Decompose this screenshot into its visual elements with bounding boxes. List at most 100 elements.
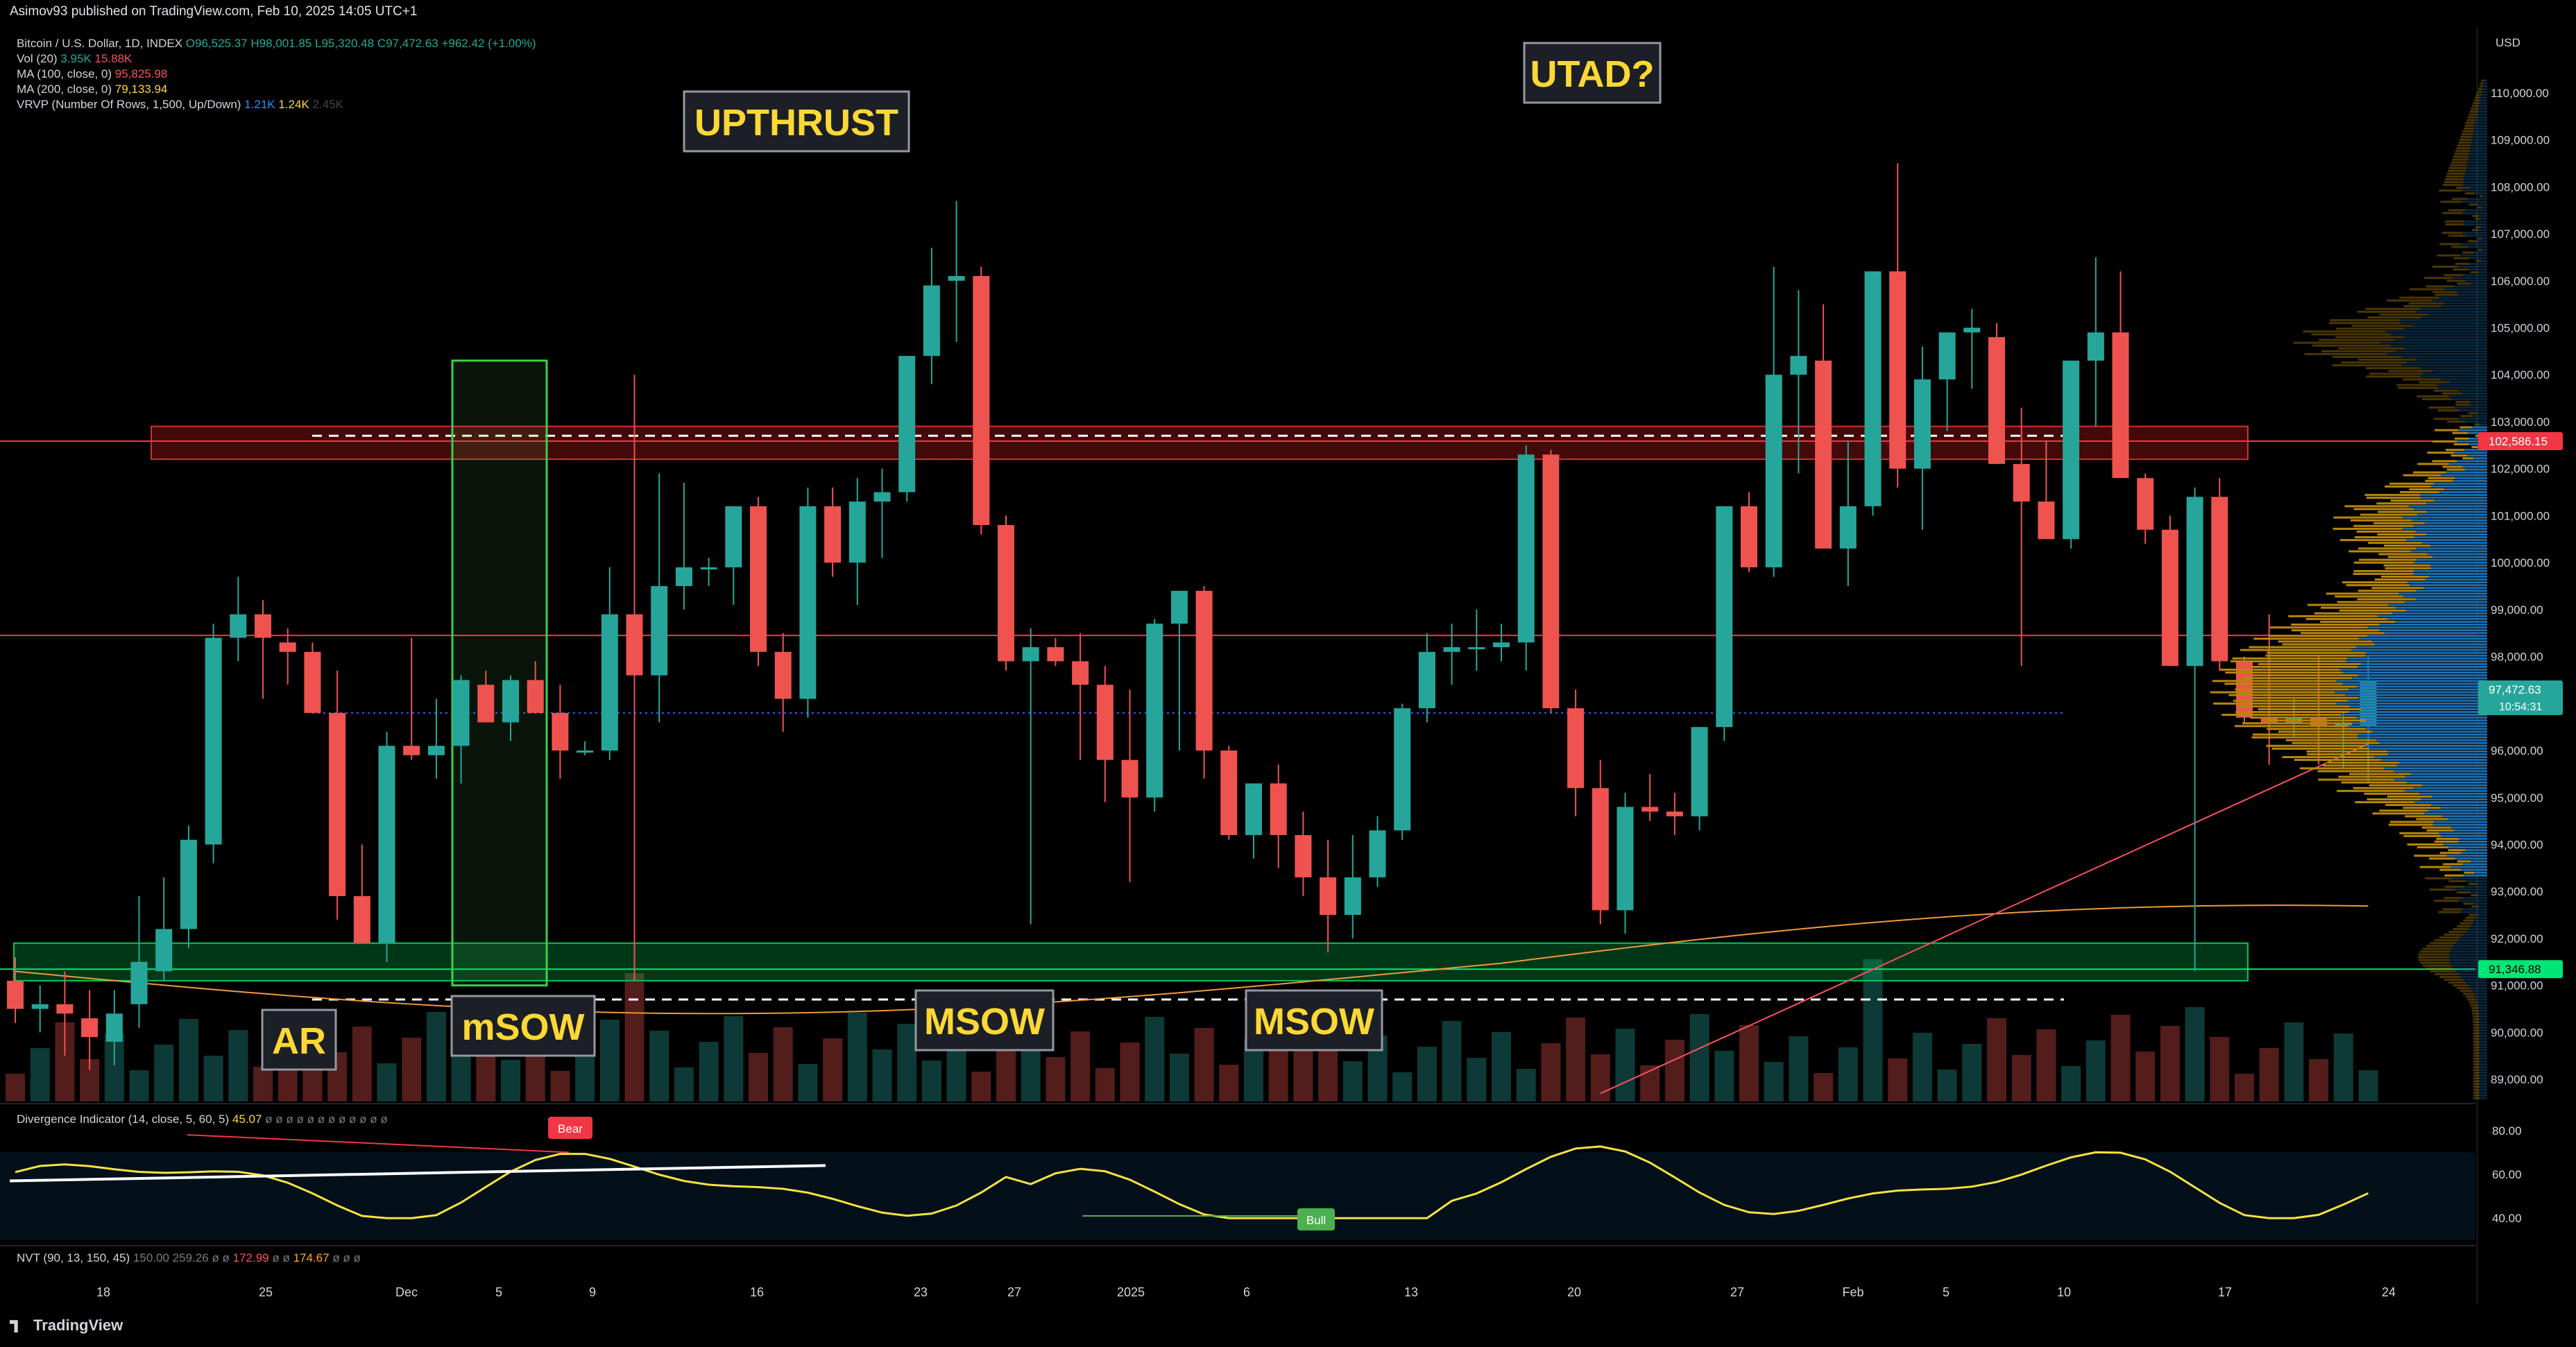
- candle-body[interactable]: [2161, 529, 2178, 667]
- candle-body[interactable]: [1542, 454, 1560, 709]
- bull-tag[interactable]: [1297, 1208, 1335, 1230]
- candle-body[interactable]: [1617, 807, 1634, 911]
- candle-body[interactable]: [973, 276, 990, 525]
- vol-legend-row[interactable]: Vol (20) 3.95K 15.88K: [17, 51, 536, 67]
- candle-body[interactable]: [700, 567, 717, 569]
- candle-body[interactable]: [2112, 332, 2129, 479]
- candle-body[interactable]: [898, 356, 916, 492]
- candle-body[interactable]: [1022, 647, 1039, 662]
- candle-body[interactable]: [1938, 332, 1956, 379]
- candle-body[interactable]: [205, 637, 222, 845]
- annotation-ar-box[interactable]: [261, 1009, 337, 1071]
- candle-body[interactable]: [31, 1004, 49, 1009]
- candle-body[interactable]: [2038, 501, 2055, 540]
- candle-body[interactable]: [1988, 337, 2005, 464]
- candle-body[interactable]: [799, 506, 817, 699]
- nvt-title[interactable]: NVT (90, 13, 150, 45) 150.00 259.26 ø ø …: [17, 1251, 361, 1264]
- candle-body[interactable]: [7, 980, 24, 1009]
- msow-highlight-box[interactable]: [451, 359, 548, 987]
- candle-body[interactable]: [2137, 478, 2154, 530]
- candle-body[interactable]: [601, 614, 618, 751]
- candle-body[interactable]: [1666, 812, 1683, 816]
- candle-body[interactable]: [477, 685, 495, 723]
- candle-body[interactable]: [998, 524, 1014, 662]
- annotation-upthrust-box[interactable]: [683, 90, 910, 153]
- candle-body[interactable]: [130, 961, 148, 1004]
- candle-body[interactable]: [452, 680, 470, 746]
- candle-body[interactable]: [2211, 497, 2228, 662]
- candle-body[interactable]: [1121, 760, 1138, 798]
- candle-body[interactable]: [403, 746, 420, 755]
- candle-body[interactable]: [1443, 647, 1460, 652]
- oscillator-trendline[interactable]: [9, 1164, 826, 1183]
- ma100-line[interactable]: [15, 904, 2369, 1015]
- candle-body[interactable]: [1344, 877, 1361, 916]
- candle-body[interactable]: [230, 614, 247, 638]
- candle-body[interactable]: [1047, 647, 1064, 662]
- candle-body[interactable]: [651, 586, 668, 676]
- candle-body[interactable]: [527, 680, 544, 713]
- candle-body[interactable]: [1270, 783, 1287, 835]
- candle-body[interactable]: [577, 750, 594, 753]
- candle-body[interactable]: [1096, 685, 1114, 760]
- bear-tag[interactable]: [548, 1117, 592, 1139]
- candle-body[interactable]: [1839, 506, 1857, 549]
- candle-body[interactable]: [279, 642, 296, 652]
- candle-body[interactable]: [923, 285, 940, 357]
- candle-body[interactable]: [1146, 624, 1163, 798]
- candle-body[interactable]: [105, 1013, 123, 1042]
- candle-body[interactable]: [626, 614, 643, 676]
- ma100-legend-row[interactable]: MA (100, close, 0) 95,825.98: [17, 67, 536, 82]
- candle-body[interactable]: [552, 712, 569, 751]
- candle-body[interactable]: [1963, 327, 1981, 333]
- candle-body[interactable]: [81, 1018, 99, 1038]
- candle-body[interactable]: [2013, 463, 2030, 502]
- candle-body[interactable]: [1072, 661, 1089, 685]
- candle-body[interactable]: [2335, 722, 2352, 728]
- candle-body[interactable]: [1765, 375, 1782, 567]
- candle-body[interactable]: [873, 492, 891, 502]
- ma200-line[interactable]: [1600, 743, 2369, 1095]
- candle-body[interactable]: [1913, 379, 1931, 469]
- annotation-msow-minor-box[interactable]: [450, 995, 596, 1057]
- candle-body[interactable]: [378, 746, 395, 943]
- candle-body[interactable]: [353, 896, 370, 943]
- candle-body[interactable]: [725, 506, 742, 567]
- oscillator-title[interactable]: Divergence Indicator (14, close, 5, 60, …: [17, 1113, 388, 1126]
- ma200-legend-row[interactable]: MA (200, close, 0) 79,133.94: [17, 82, 536, 97]
- candle-body[interactable]: [56, 1004, 74, 1014]
- annotation-utad-box[interactable]: [1523, 42, 1662, 104]
- candle-body[interactable]: [1320, 877, 1337, 916]
- symbol-legend-row[interactable]: Bitcoin / U.S. Dollar, 1D, INDEX O96,525…: [17, 36, 536, 51]
- oscillator-line[interactable]: [15, 1145, 2369, 1219]
- candle-body[interactable]: [1468, 647, 1485, 650]
- candle-body[interactable]: [180, 839, 197, 929]
- candle-body[interactable]: [1220, 750, 1238, 835]
- candle-body[interactable]: [1418, 651, 1435, 709]
- candle-body[interactable]: [255, 614, 271, 638]
- candle-body[interactable]: [2186, 497, 2203, 667]
- candle-body[interactable]: [1195, 590, 1213, 751]
- candle-body[interactable]: [329, 712, 346, 896]
- candle-body[interactable]: [304, 651, 321, 713]
- candle-body[interactable]: [1170, 590, 1188, 624]
- candle-body[interactable]: [1567, 708, 1585, 789]
- candle-body[interactable]: [1592, 788, 1609, 911]
- tradingview-brand[interactable]: TradingView: [10, 1316, 123, 1335]
- candle-body[interactable]: [848, 501, 866, 563]
- candle-body[interactable]: [427, 746, 445, 755]
- candle-body[interactable]: [502, 680, 519, 723]
- candle-body[interactable]: [1295, 834, 1312, 877]
- candle-body[interactable]: [1245, 783, 1262, 835]
- candle-body[interactable]: [155, 929, 173, 972]
- candle-body[interactable]: [1864, 271, 1882, 506]
- candle-body[interactable]: [1493, 642, 1510, 648]
- candle-body[interactable]: [774, 651, 792, 699]
- annotation-msow-1-box[interactable]: [914, 989, 1055, 1052]
- support-zone[interactable]: [13, 942, 2249, 981]
- candle-body[interactable]: [2087, 332, 2104, 361]
- candle-body[interactable]: [675, 567, 692, 586]
- vrvp-legend-row[interactable]: VRVP (Number Of Rows, 1,500, Up/Down) 1.…: [17, 97, 536, 112]
- candle-body[interactable]: [1517, 454, 1535, 643]
